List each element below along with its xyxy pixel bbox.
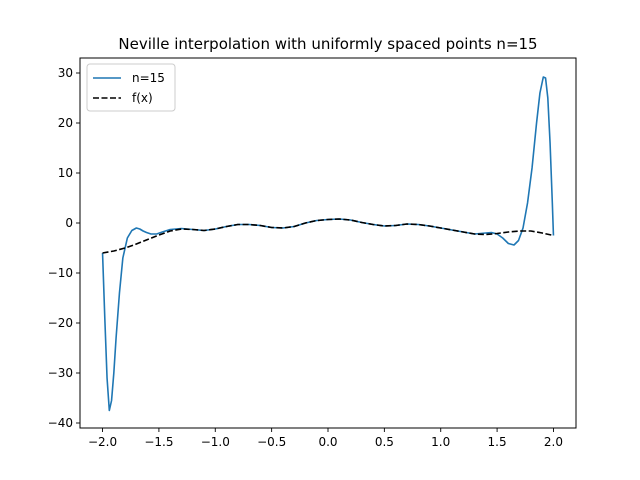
x-tick-label: 1.5 — [488, 435, 507, 449]
x-tick-label: −0.5 — [257, 435, 286, 449]
y-tick-label: 30 — [58, 66, 73, 80]
series-line-function — [102, 218, 554, 254]
axis-ticks: −2.0 −1.5 −1.0 −0.5 0.0 0.5 1.0 1.5 2.0 −40 −30 −20… — [48, 66, 563, 449]
y-tick-label: −20 — [48, 316, 73, 330]
x-tick-label: 1.0 — [431, 435, 450, 449]
legend-box — [86, 63, 176, 112]
legend: n=15 f(x) — [86, 63, 176, 112]
y-tick-label: −40 — [48, 416, 73, 430]
legend-label-function: f(x) — [132, 91, 153, 105]
x-tick-label: 0.0 — [318, 435, 337, 449]
x-tick-label: 2.0 — [544, 435, 563, 449]
y-tick-label: −30 — [48, 366, 73, 380]
y-tick-label: 0 — [65, 216, 73, 230]
chart-title: Neville interpolation with uniformly spa… — [118, 35, 537, 53]
series-layer — [101, 76, 555, 412]
x-tick-label: −2.0 — [88, 435, 117, 449]
x-tick-label: −1.5 — [144, 435, 173, 449]
legend-label-interpolant: n=15 — [132, 71, 165, 85]
x-tick-label: −1.0 — [201, 435, 230, 449]
y-tick-label: 10 — [58, 166, 73, 180]
x-tick-label: 0.5 — [375, 435, 394, 449]
y-tick-label: −10 — [48, 266, 73, 280]
y-tick-label: 20 — [58, 116, 73, 130]
